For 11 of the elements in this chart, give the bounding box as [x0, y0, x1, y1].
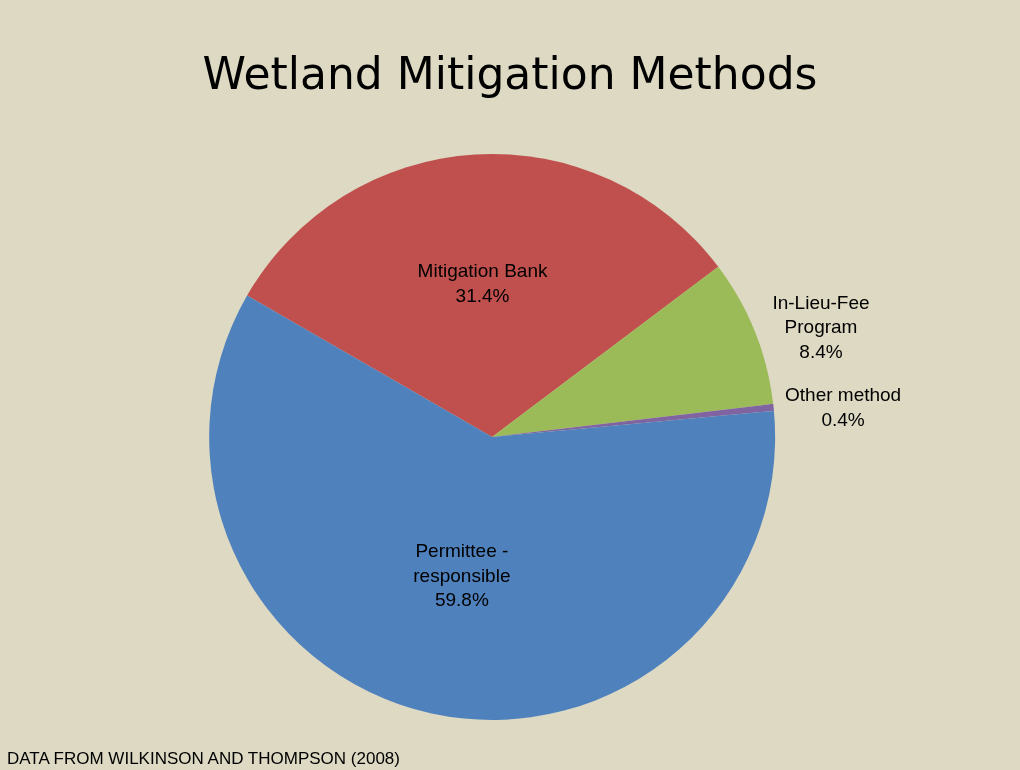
- slice-label: In-Lieu-Fee Program: [772, 291, 870, 338]
- text: DATA FROM WILKINSON AND THOMPSON (2008): [7, 749, 400, 768]
- data-label: 0.4%: [821, 409, 865, 430]
- data-label: 8.4%: [799, 341, 843, 363]
- slice-label: Other method: [785, 384, 902, 406]
- data-label: 59.8%: [434, 589, 489, 611]
- chart-title: Wetland Mitigation Methods: [202, 47, 818, 99]
- slice-label: Mitigation Bank: [417, 260, 548, 282]
- data-label: 31.4%: [455, 284, 510, 306]
- pie-slice: [247, 154, 719, 437]
- slice-label: Permittee - responsible: [413, 539, 511, 586]
